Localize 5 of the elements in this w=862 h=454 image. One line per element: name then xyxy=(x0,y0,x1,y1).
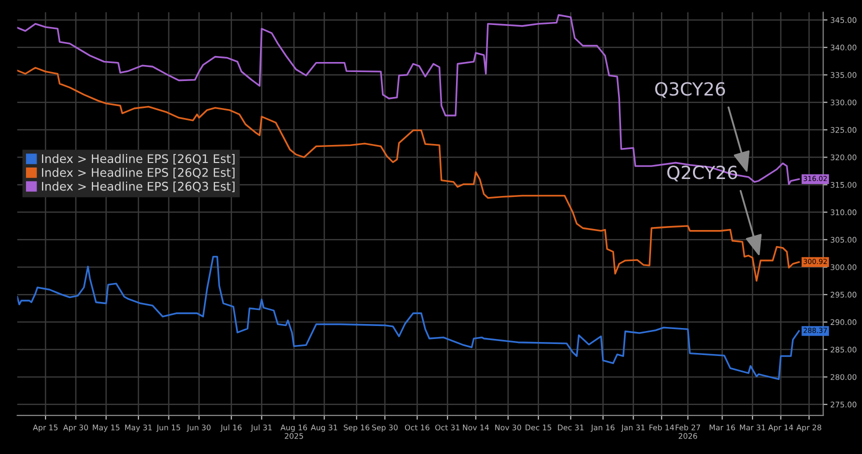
annotation: Q2CY26 xyxy=(667,166,738,182)
annotation: Q3CY26 xyxy=(655,82,725,98)
legend-label: Index > Headline EPS [26Q2 Est] xyxy=(42,168,235,178)
legend-label: Index > Headline EPS [26Q1 Est] xyxy=(42,154,235,165)
legend-label: Index > Headline EPS [26Q3 Est] xyxy=(42,182,235,192)
